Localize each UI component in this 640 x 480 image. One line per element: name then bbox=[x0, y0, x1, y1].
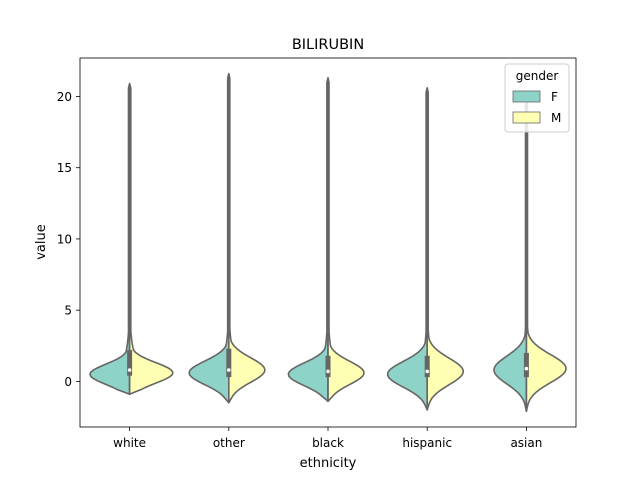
iqr-box-hispanic bbox=[424, 355, 430, 378]
y-axis-label: value bbox=[34, 224, 49, 260]
median-dot-asian bbox=[524, 366, 529, 371]
violins bbox=[89, 72, 567, 413]
x-tick-label-black: black bbox=[312, 436, 344, 450]
median-dot-white bbox=[127, 368, 132, 372]
x-axis-ticks: white other black hispanic asian bbox=[113, 427, 542, 450]
x-tick-label-asian: asian bbox=[510, 436, 542, 450]
violin-other-f bbox=[188, 72, 230, 404]
median-dot-other bbox=[227, 368, 231, 372]
violin-white-m bbox=[128, 82, 174, 396]
x-tick-label-hispanic: hispanic bbox=[402, 436, 452, 450]
legend-swatch-m bbox=[512, 111, 541, 124]
y-tick-label-10: 10 bbox=[57, 232, 72, 246]
violin-asian-m bbox=[525, 99, 567, 413]
iqr-box-white bbox=[127, 350, 133, 376]
legend: gender F M bbox=[504, 63, 570, 133]
violin-black-m bbox=[327, 77, 365, 403]
median-dot-hispanic bbox=[425, 369, 430, 374]
inner-boxes bbox=[127, 303, 529, 408]
y-tick-label-5: 5 bbox=[64, 304, 72, 318]
y-tick-label-20: 20 bbox=[57, 90, 72, 104]
legend-swatch-f bbox=[512, 90, 541, 103]
iqr-box-other bbox=[226, 348, 232, 378]
x-axis-label: ethnicity bbox=[300, 456, 357, 471]
violin-white-f bbox=[89, 82, 131, 396]
violin-other-m bbox=[228, 72, 266, 404]
violin-asian-f bbox=[493, 99, 528, 413]
median-dot-black bbox=[326, 369, 330, 374]
chart-title: BILIRUBIN bbox=[292, 37, 364, 53]
x-tick-label-white: white bbox=[113, 436, 146, 450]
x-tick-label-other: other bbox=[213, 436, 245, 450]
violin-hispanic-m bbox=[426, 87, 465, 411]
legend-label-m: M bbox=[551, 111, 561, 125]
violin-black-f bbox=[287, 77, 329, 403]
y-tick-label-15: 15 bbox=[57, 161, 72, 175]
y-axis-ticks: 0 5 10 15 20 bbox=[57, 90, 80, 389]
iqr-box-asian bbox=[523, 352, 529, 378]
legend-label-f: F bbox=[551, 90, 558, 104]
y-tick-label-0: 0 bbox=[64, 375, 72, 389]
legend-title: gender bbox=[516, 69, 559, 83]
iqr-box-black bbox=[325, 355, 331, 378]
violin-hispanic-f bbox=[386, 87, 428, 411]
